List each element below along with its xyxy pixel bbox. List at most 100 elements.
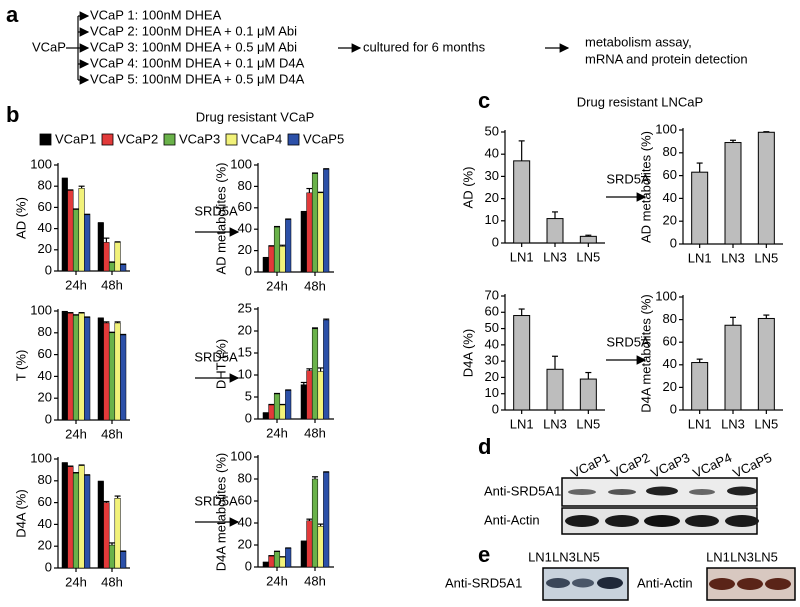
bar: [285, 219, 292, 273]
bar: [546, 218, 564, 244]
legend-label: VCaP4: [241, 131, 282, 146]
y-axis-label: DHT (%): [213, 339, 228, 389]
y-tick-label: 0: [45, 559, 52, 574]
x-tick-label: 24h: [266, 278, 288, 293]
y-tick-label: 0: [45, 411, 52, 426]
y-tick-label: 20: [238, 322, 252, 337]
y-tick-label: 80: [38, 324, 52, 339]
x-tick-label: 48h: [101, 574, 123, 589]
panel-label: b: [6, 102, 19, 127]
y-axis-label: AD (%): [460, 167, 475, 209]
bar: [120, 264, 127, 272]
panel-label: a: [6, 2, 19, 27]
x-tick-label: LN1: [688, 416, 712, 431]
y-tick-label: 20: [485, 369, 499, 384]
y-tick-label: 80: [238, 470, 252, 485]
x-tick-label: LN1: [510, 249, 534, 264]
band: [608, 489, 636, 495]
row-label: Anti-Actin: [484, 512, 540, 527]
panel-d: VCaP1 VCaP2 VCaP3 VCaP4 VCaP5 Anti-SRD5A…: [484, 450, 774, 535]
panel-label: c: [478, 88, 490, 113]
lane-label: VCaP1: [568, 450, 612, 481]
x-tick-label: LN3: [543, 416, 567, 431]
bar: [84, 214, 91, 272]
y-tick-label: 100: [655, 288, 677, 303]
bar: [114, 497, 121, 569]
bar: [279, 556, 286, 568]
y-tick-label: 40: [38, 220, 52, 235]
x-tick-label: LN1: [510, 416, 534, 431]
bar: [285, 390, 292, 420]
y-tick-label: 100: [30, 450, 52, 465]
bar: [84, 317, 91, 421]
legend-swatch: [287, 133, 300, 146]
y-tick-label: 100: [655, 121, 677, 136]
x-tick-label: LN5: [576, 249, 600, 264]
bar: [78, 312, 85, 421]
lane-label: VCaP4: [690, 450, 734, 481]
y-tick-label: 30: [485, 168, 499, 183]
y-tick-label: 10: [485, 385, 499, 400]
y-axis-label: D4A metabolites (%): [638, 294, 653, 413]
x-tick-label: 48h: [304, 278, 326, 293]
bar: [724, 324, 742, 411]
row-label: Anti-SRD5A1: [484, 483, 561, 498]
bar: [273, 551, 281, 568]
y-tick-label: 80: [238, 178, 252, 193]
band: [709, 578, 735, 590]
lane-label: LN3: [552, 549, 576, 564]
bar: [317, 192, 324, 273]
y-axis-label: D4A (%): [13, 489, 28, 537]
band: [644, 515, 680, 527]
y-tick-label: 0: [670, 235, 677, 250]
blot-label: Anti-Actin: [637, 575, 693, 590]
y-tick-label: 0: [670, 401, 677, 416]
legend-label: VCaP3: [179, 131, 220, 146]
condition: VCaP 2: 100nM DHEA + 0.1 μM Abi: [90, 23, 297, 38]
y-axis-label: AD (%): [13, 197, 28, 239]
y-tick-label: 20: [663, 213, 677, 228]
y-tick-label: 20: [38, 390, 52, 405]
legend-swatch: [163, 133, 176, 146]
panel-a: VCaP VCaP 1: 100nM DHEA VCaP 2: 100nM DH…: [32, 7, 748, 86]
y-axis-label: D4A metabolites (%): [213, 453, 228, 572]
y-tick-label: 80: [38, 472, 52, 487]
x-tick-label: LN3: [721, 416, 745, 431]
bar: [579, 378, 597, 411]
y-tick-label: 40: [38, 516, 52, 531]
arrow-label: SRD5A: [606, 171, 650, 186]
bar: [513, 315, 531, 411]
lane-label: LN5: [576, 549, 600, 564]
bar: [262, 257, 269, 273]
x-tick-label: 24h: [65, 574, 87, 589]
band: [646, 486, 678, 496]
bar: [513, 160, 531, 244]
bar: [67, 312, 74, 421]
y-tick-label: 60: [38, 494, 52, 509]
y-tick-label: 20: [38, 538, 52, 553]
y-tick-label: 0: [245, 263, 252, 278]
condition: VCaP 4: 100nM DHEA + 0.1 μM D4A: [90, 55, 305, 70]
lane-label: VCaP3: [648, 450, 692, 481]
band: [689, 489, 715, 495]
legend-swatch: [101, 133, 114, 146]
bar: [323, 472, 330, 568]
x-tick-label: LN3: [721, 250, 745, 265]
blot-label: Anti-SRD5A1: [445, 575, 522, 590]
y-tick-label: 20: [663, 379, 677, 394]
arrow-label: SRD5A: [194, 203, 238, 218]
bar: [323, 319, 330, 420]
x-tick-label: 24h: [266, 573, 288, 588]
panel-label: d: [478, 434, 491, 459]
bar: [262, 413, 269, 420]
panel-title: Drug resistant LNCaP: [577, 94, 703, 109]
y-tick-label: 25: [238, 300, 252, 315]
y-tick-label: 20: [238, 536, 252, 551]
bar: [311, 328, 319, 420]
x-tick-label: 48h: [304, 573, 326, 588]
y-tick-label: 60: [663, 334, 677, 349]
legend-label: VCaP5: [303, 131, 344, 146]
y-tick-label: 20: [485, 190, 499, 205]
bar: [268, 555, 275, 568]
